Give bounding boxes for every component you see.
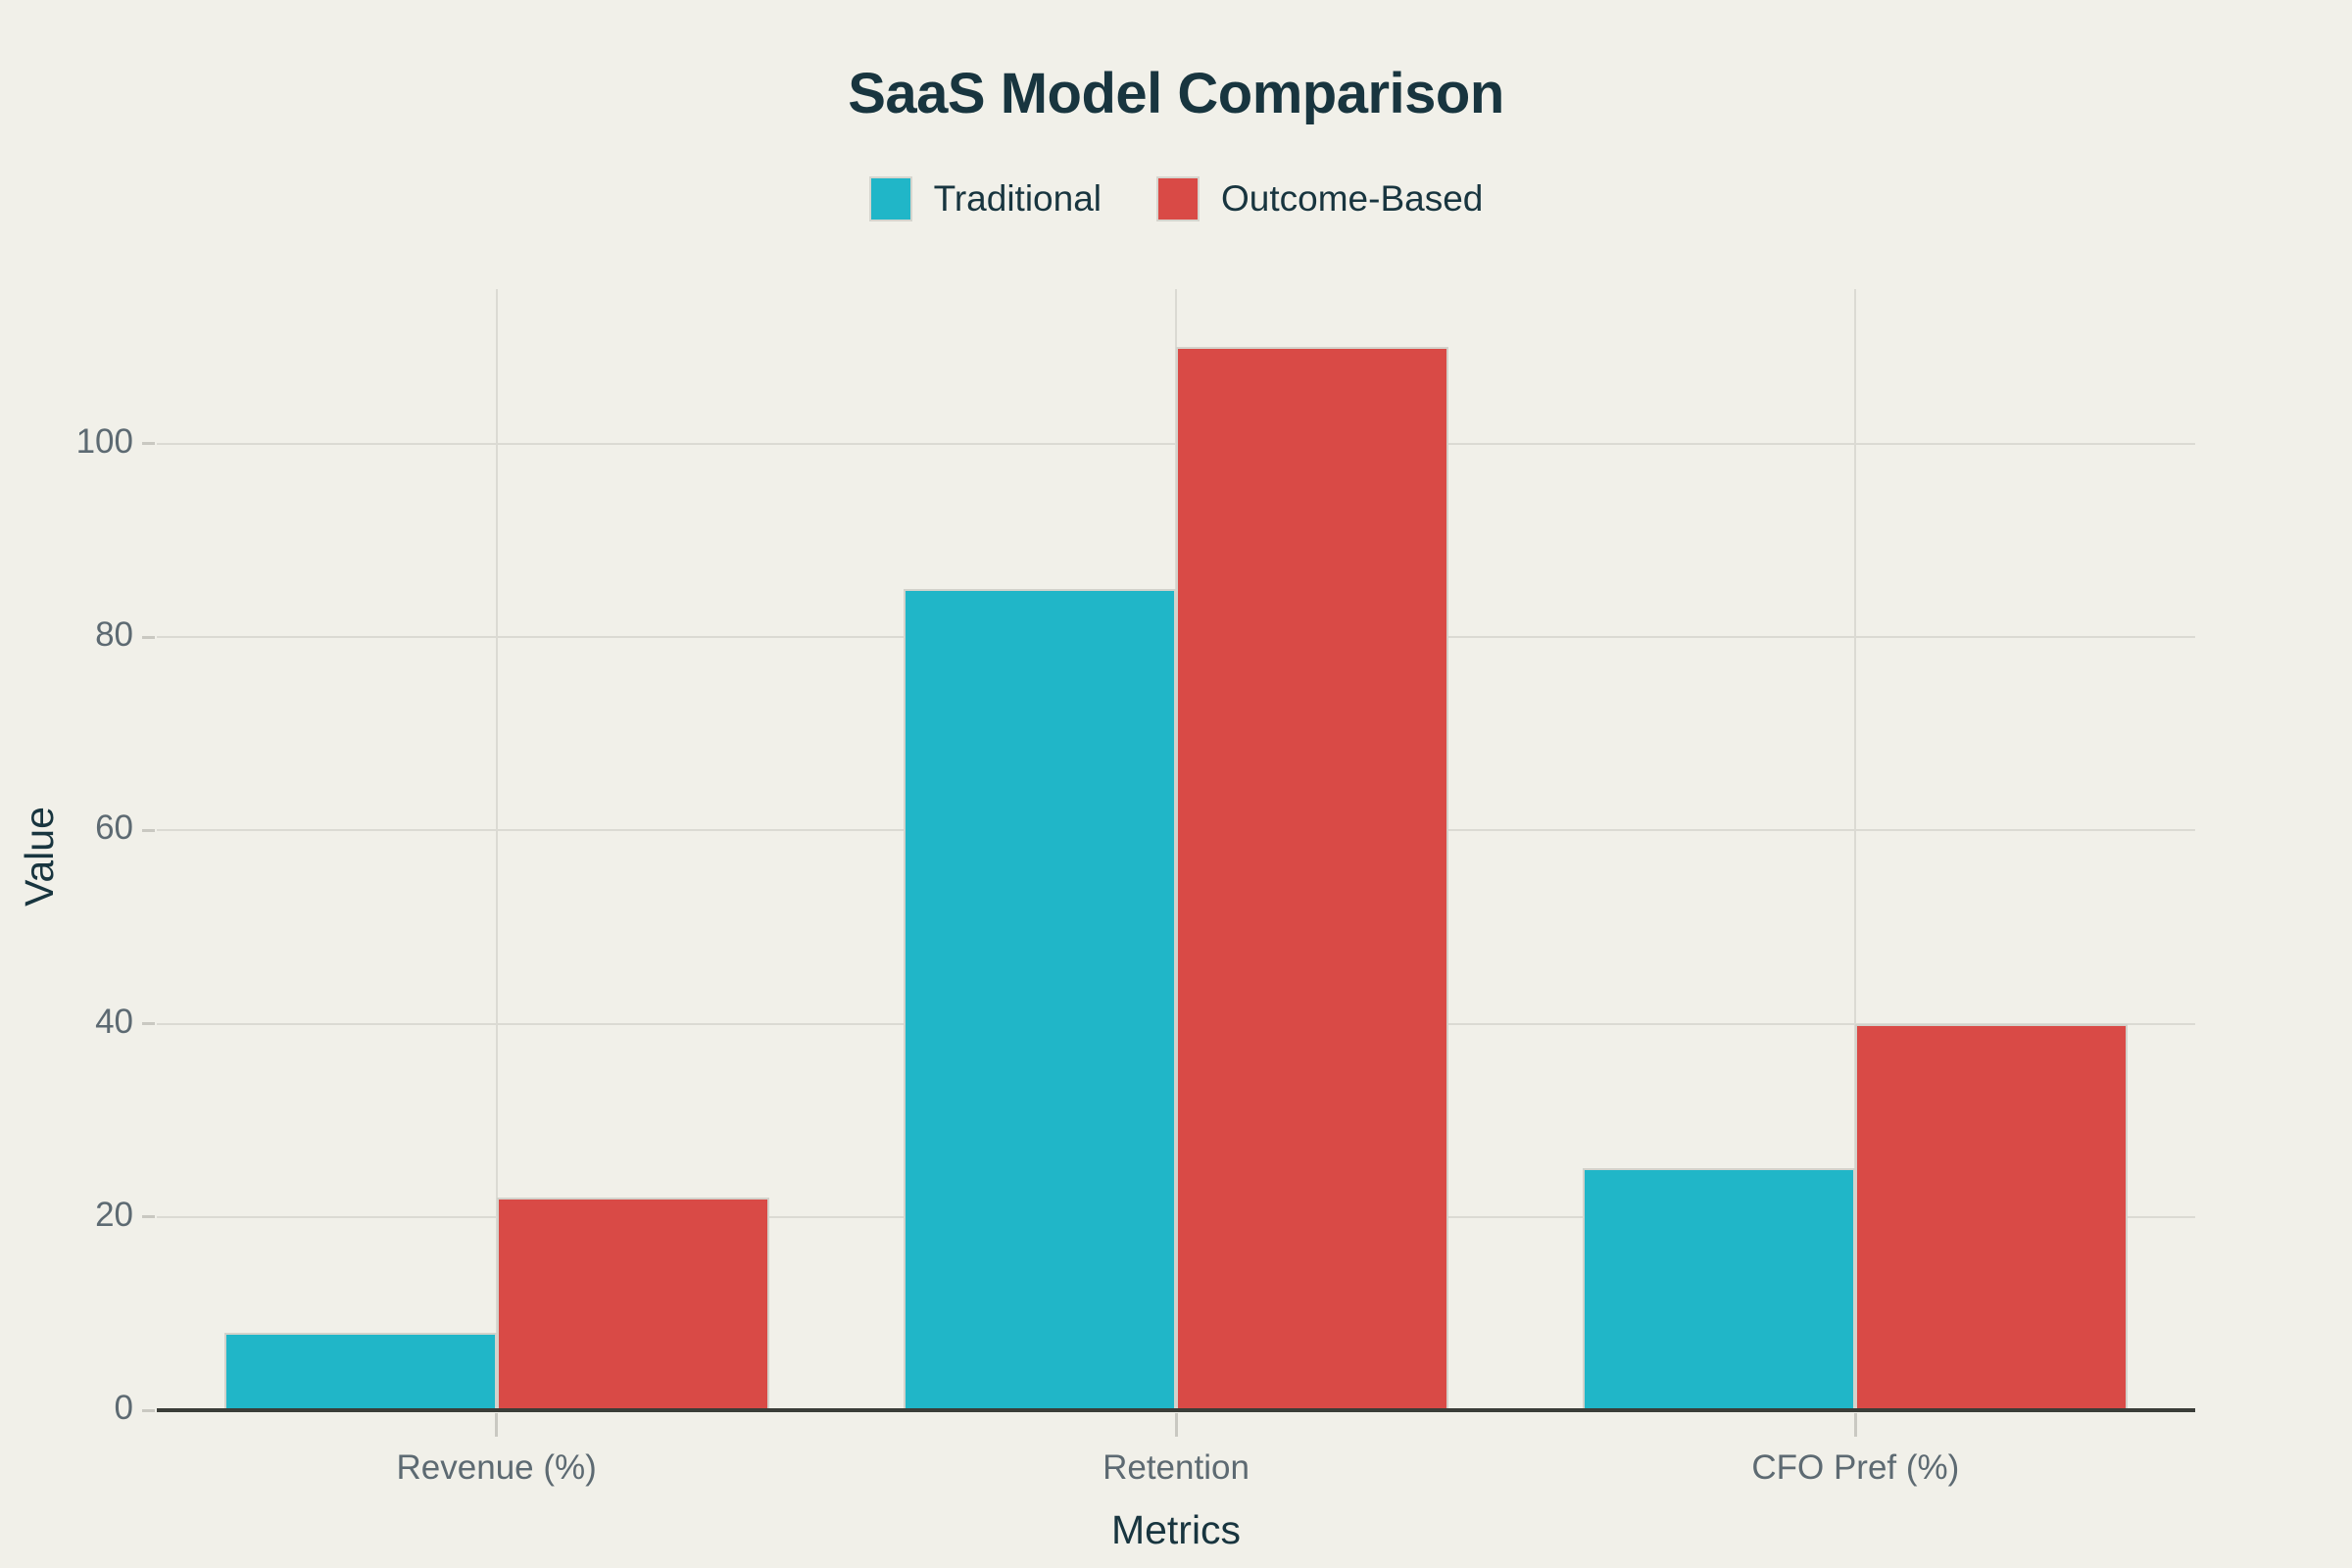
legend-item-outcome-based: Outcome-Based <box>1156 176 1483 221</box>
chart-title: SaaS Model Comparison <box>848 62 1504 125</box>
legend-label: Outcome-Based <box>1221 178 1484 219</box>
bar-outcome-based-revenue <box>496 1198 769 1410</box>
bar-outcome-based-cfo-pref <box>1855 1023 2129 1410</box>
y-tick-label-60: 60 <box>95 808 133 848</box>
legend-label: Traditional <box>933 178 1102 219</box>
y-tick-mark-100 <box>142 442 155 446</box>
bar-traditional-retention <box>904 588 1176 1410</box>
y-tick-label-100: 100 <box>75 421 133 461</box>
y-tick-mark-60 <box>142 828 155 832</box>
bar-traditional-revenue <box>223 1333 497 1410</box>
y-tick-label-20: 20 <box>95 1195 133 1234</box>
legend-swatch-icon <box>868 176 912 221</box>
x-tick-label-3: CFO Pref (%) <box>1751 1448 1960 1487</box>
x-tick-label-2: Retention <box>1102 1448 1250 1487</box>
bar-outcome-based-retention <box>1176 347 1448 1410</box>
x-gridline-3 <box>1854 289 1857 1410</box>
legend: Traditional Outcome-Based <box>0 176 2352 221</box>
y-tick-mark-20 <box>142 1215 155 1219</box>
x-gridline-1 <box>495 289 498 1410</box>
x-axis-line <box>157 1408 2195 1412</box>
legend-swatch-icon <box>1156 176 1200 221</box>
x-tick-label-1: Revenue (%) <box>396 1448 597 1487</box>
x-tick-mark-1 <box>495 1413 499 1437</box>
y-tick-mark-40 <box>142 1022 155 1026</box>
y-axis-title: Value <box>17 807 62 906</box>
x-tick-mark-3 <box>1853 1413 1857 1437</box>
y-tick-mark-80 <box>142 635 155 639</box>
bar-traditional-cfo-pref <box>1583 1168 1856 1410</box>
y-tick-label-80: 80 <box>95 615 133 655</box>
x-axis-title: Metrics <box>1110 1507 1242 1552</box>
y-tick-label-40: 40 <box>95 1002 133 1041</box>
y-tick-mark-0 <box>142 1408 155 1412</box>
x-tick-mark-2 <box>1174 1413 1178 1437</box>
y-tick-label-0: 0 <box>114 1389 133 1427</box>
legend-item-traditional: Traditional <box>868 176 1102 221</box>
